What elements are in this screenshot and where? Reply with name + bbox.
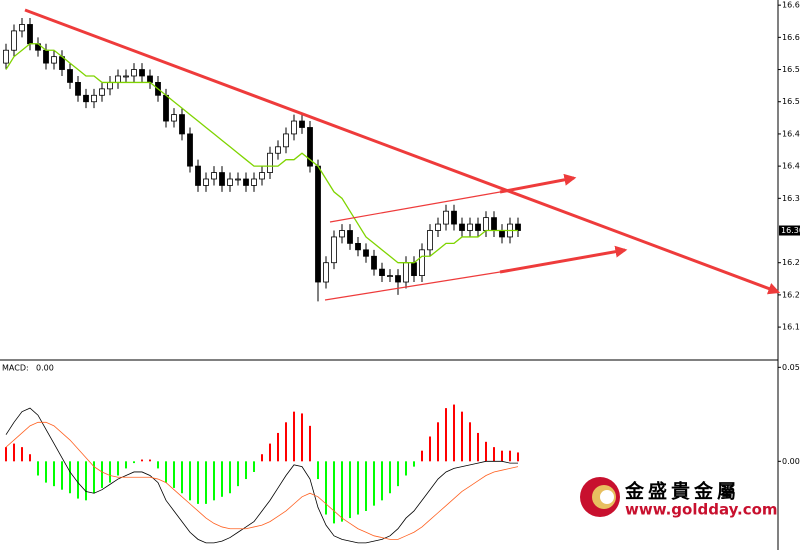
candle-body	[123, 75, 129, 78]
candle-body	[243, 178, 249, 186]
candle-body	[235, 178, 241, 181]
channel-lower	[324, 271, 501, 301]
candle-body	[315, 165, 321, 283]
candle-body	[131, 69, 137, 77]
candle-body	[11, 30, 17, 51]
channel-upper-arrow	[499, 173, 577, 194]
candle-body	[139, 69, 145, 77]
candle-body	[307, 127, 313, 167]
macd-line	[5, 407, 518, 544]
candle-body	[259, 172, 265, 180]
y-tick-label: 16.15	[782, 323, 800, 332]
macd-line	[5, 421, 519, 540]
candle-body	[331, 236, 337, 264]
macd-panel: 0.053 0.00	[5, 363, 800, 544]
candle-body	[419, 249, 425, 276]
candle-body	[515, 223, 521, 231]
y-tick-label: 16.35	[782, 194, 800, 203]
candle-body	[187, 133, 193, 167]
candle-body	[43, 49, 49, 64]
candle-body	[347, 230, 353, 244]
candle-body	[179, 114, 185, 135]
candle-body	[387, 275, 393, 277]
candle-body	[83, 94, 89, 103]
logo-core	[600, 490, 614, 504]
candle-body	[107, 82, 113, 90]
candle-body	[467, 223, 473, 231]
y-tick-label: 16.50	[782, 97, 800, 106]
candle-body	[147, 75, 153, 83]
candle-body	[211, 172, 217, 180]
y-tick-label: 16.45	[782, 129, 800, 138]
y-tick-label: 16.20	[782, 290, 800, 299]
watermark-name: 金盛貴金屬	[624, 480, 740, 503]
candle-body	[355, 242, 361, 251]
candle-body	[363, 249, 369, 257]
candle-body	[267, 152, 273, 173]
candle-body	[371, 255, 377, 270]
candle-body	[91, 94, 97, 103]
candle-body	[19, 24, 25, 32]
y-tick-label: 16.25	[782, 258, 800, 267]
candle-body	[323, 262, 329, 283]
channel-lower-arrow	[499, 245, 628, 274]
candle-body	[339, 230, 345, 238]
candle-body	[195, 165, 201, 186]
candle-body	[203, 178, 209, 186]
candle-body	[227, 178, 233, 186]
candle-body	[283, 133, 289, 148]
y-tick-label: 16.55	[782, 65, 800, 74]
candle-body	[475, 223, 481, 231]
current-price-box	[779, 225, 800, 236]
candle-body	[163, 94, 169, 122]
watermark: 金盛貴金屬 www.goldday.com	[580, 477, 778, 519]
y-tick-label: 16.40	[782, 162, 800, 171]
candle-body	[299, 120, 305, 128]
downtrend-line	[24, 8, 781, 295]
candle-body	[435, 223, 441, 231]
candle-body	[3, 49, 9, 64]
watermark-url: www.goldday.com	[625, 501, 778, 519]
y-tick-label: 0.053	[782, 363, 800, 372]
macd-title: MACD:	[2, 364, 29, 373]
candle-body	[379, 268, 385, 276]
candle-body	[499, 230, 505, 238]
candle-body	[67, 69, 73, 83]
candle-body	[395, 275, 401, 283]
candle-body	[291, 120, 297, 135]
candle-body	[251, 178, 257, 186]
candle-body	[443, 210, 449, 225]
y-tick-label: 16.60	[782, 33, 800, 42]
candle-body	[219, 172, 225, 186]
candle-body	[75, 82, 81, 96]
candle-body	[171, 114, 177, 122]
candle-body	[275, 146, 281, 154]
candle-body	[27, 24, 33, 45]
candle-body	[403, 262, 409, 283]
macd-value: 0.00	[36, 364, 54, 373]
candle-body	[483, 217, 489, 231]
candle-body	[99, 88, 105, 96]
candle-body	[411, 262, 417, 276]
trendlines	[24, 8, 781, 301]
candle-body	[427, 230, 433, 251]
candle-body	[451, 210, 457, 225]
y-tick-label: 16.65	[782, 1, 800, 10]
y-tick-label: 0.00	[782, 457, 800, 466]
candle-body	[115, 75, 121, 83]
moving-average	[5, 43, 518, 264]
price-panel: 16.65 16.60 16.55 16.50 16.45 16.40 16.35 16.25…	[3, 1, 800, 332]
candle-body	[491, 217, 497, 231]
current-price-label: 16.30	[781, 226, 800, 235]
candle-body	[51, 56, 57, 64]
channel-upper	[329, 191, 501, 223]
candle-body	[459, 223, 465, 231]
